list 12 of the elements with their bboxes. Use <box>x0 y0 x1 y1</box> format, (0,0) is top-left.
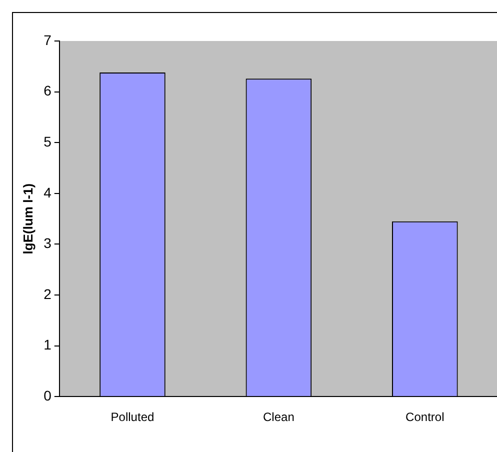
y-tick-label: 3 <box>44 235 52 252</box>
y-tick-label: 5 <box>44 133 52 150</box>
y-tick-label: 6 <box>44 82 52 99</box>
x-tick-label: Polluted <box>110 410 154 424</box>
x-tick-label: Clean <box>263 410 294 424</box>
y-tick-label: 2 <box>44 286 52 302</box>
y-tick-label: 7 <box>44 32 52 48</box>
y-tick-label: 0 <box>44 387 52 404</box>
y-axis-title: lgE(lum l-1) <box>20 183 36 254</box>
x-tick-label: Control <box>406 410 444 424</box>
y-tick-label: 4 <box>44 184 52 200</box>
y-tick-label: 1 <box>44 336 52 353</box>
